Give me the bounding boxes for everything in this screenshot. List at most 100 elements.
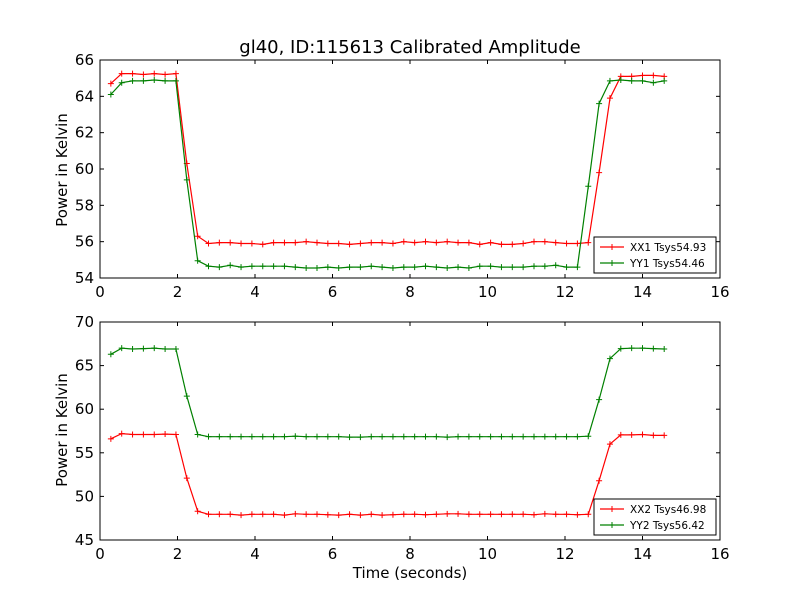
top-legend-box	[593, 236, 717, 274]
bottom-series-1-point	[552, 511, 559, 518]
top-series-2-point	[205, 263, 212, 270]
bottom-series-1-point	[563, 511, 570, 518]
top-x-tick-label: 4	[250, 283, 260, 301]
top-series-2-point	[465, 265, 472, 272]
top-series-2-point	[270, 263, 277, 270]
top-series-2-point	[303, 265, 310, 272]
bottom-series-1-point	[541, 510, 548, 517]
bottom-series-2-point	[433, 433, 440, 440]
top-series-1-point	[248, 240, 255, 247]
top-series-2-point	[606, 77, 613, 84]
top-series-2-point	[227, 262, 234, 269]
bottom-series-2-point	[303, 433, 310, 440]
bottom-series-1-point	[422, 511, 429, 518]
top-series-1-point	[465, 239, 472, 246]
bottom-series-2-point	[400, 433, 407, 440]
bottom-series-1-point	[433, 511, 440, 518]
top-series-2-point	[238, 264, 245, 271]
bottom-legend-marker-1	[609, 506, 615, 512]
bottom-series-1-point	[596, 477, 603, 484]
bottom-series-1-point	[628, 431, 635, 438]
top-x-tick-label: 14	[633, 283, 652, 301]
top-series-2-point	[476, 263, 483, 270]
bottom-series-2-point	[151, 345, 158, 352]
top-legend-label-2: YY1 Tsys54.46	[629, 258, 705, 270]
top-series-1-point	[379, 239, 386, 246]
top-series-1-point	[303, 238, 310, 245]
bottom-panel: 0 2 4 6 8 10 12 14 16 45 50 55 60 65 70 XX2 Tsys46.98 YY…	[75, 313, 730, 563]
bottom-series-2-point	[411, 433, 418, 440]
bottom-series-2-point	[628, 345, 635, 352]
top-series-1-point	[509, 241, 516, 248]
top-series-2-point	[183, 176, 190, 183]
bottom-series-2-point	[259, 433, 266, 440]
bottom-series-2-point	[205, 433, 212, 440]
bottom-legend: XX2 Tsys46.98 YY2 Tsys56.42	[593, 498, 717, 536]
x-axis-label: Time (seconds)	[352, 564, 468, 582]
bottom-legend-label-2: YY2 Tsys56.42	[629, 520, 705, 532]
top-series-1-point	[238, 240, 245, 247]
bottom-series-2-point	[563, 433, 570, 440]
top-series-2-point	[552, 262, 559, 269]
top-series-1-point	[422, 238, 429, 245]
top-series-1-point	[205, 240, 212, 247]
bottom-series-1-point	[314, 511, 320, 518]
top-y-tick-label: 60	[75, 160, 94, 178]
bottom-series-1-point	[248, 511, 255, 518]
top-series-1-point	[433, 239, 440, 246]
top-series-2-point	[585, 183, 592, 190]
bottom-y-tick-label: 50	[75, 487, 94, 505]
top-series-2-point	[520, 264, 527, 271]
bottom-series-2-point	[574, 433, 581, 440]
top-x-tick-label: 0	[95, 283, 105, 301]
bottom-series-2-point	[389, 433, 396, 440]
bottom-y-axis-label: Power in Kelvin	[53, 373, 71, 487]
bottom-series-2-point	[346, 434, 353, 441]
bottom-series-2-point	[422, 433, 429, 440]
top-series-1-point	[487, 239, 494, 246]
bottom-series-1-point	[389, 511, 396, 518]
top-legend: XX1 Tsys54.93 YY1 Tsys54.46	[593, 236, 717, 274]
top-series-2-point	[379, 264, 386, 271]
bottom-series-1-point	[368, 511, 375, 518]
top-series-2-point	[617, 76, 624, 83]
top-series-2-point	[151, 76, 158, 83]
top-series-2-point	[400, 264, 407, 271]
top-legend-marker-1	[609, 244, 615, 250]
top-series-2-point	[639, 77, 646, 84]
top-series-1-point	[389, 240, 396, 247]
top-series-1-point	[172, 70, 179, 77]
bottom-series-1-point	[107, 435, 114, 442]
top-series-1-point	[476, 241, 483, 248]
bottom-series-2-point	[324, 433, 331, 440]
bottom-series-1-point	[498, 511, 505, 518]
top-series-1-point	[107, 80, 114, 87]
top-series-2-point	[292, 264, 299, 271]
top-series-2-point	[531, 263, 537, 270]
top-legend-marker-2	[609, 260, 615, 266]
top-series-1-point	[270, 239, 277, 246]
bottom-series-2-point	[216, 433, 223, 440]
bottom-series-1-point	[227, 511, 234, 518]
bottom-series-1-point	[617, 431, 624, 438]
bottom-series-1-point	[520, 511, 527, 518]
top-series-1-point	[585, 239, 592, 246]
top-series-2-point	[346, 264, 353, 271]
bottom-series-2-point	[140, 345, 147, 352]
bottom-series-2-point	[118, 345, 125, 352]
bottom-series-2-point	[227, 433, 234, 440]
bottom-series-1-point	[270, 511, 277, 518]
bottom-series-1-point	[509, 511, 516, 518]
top-series-1-point	[498, 241, 505, 248]
bottom-series-1-point	[639, 431, 646, 438]
bottom-series-1-point	[357, 512, 364, 519]
bottom-series-2-point	[487, 433, 494, 440]
top-series-2-point	[487, 263, 494, 270]
bottom-x-tick-label: 8	[405, 545, 415, 563]
bottom-series-2-point	[368, 433, 375, 440]
bottom-series-1-point	[411, 511, 418, 518]
bottom-x-tick-label: 2	[173, 545, 183, 563]
bottom-series-2-point	[162, 346, 169, 353]
